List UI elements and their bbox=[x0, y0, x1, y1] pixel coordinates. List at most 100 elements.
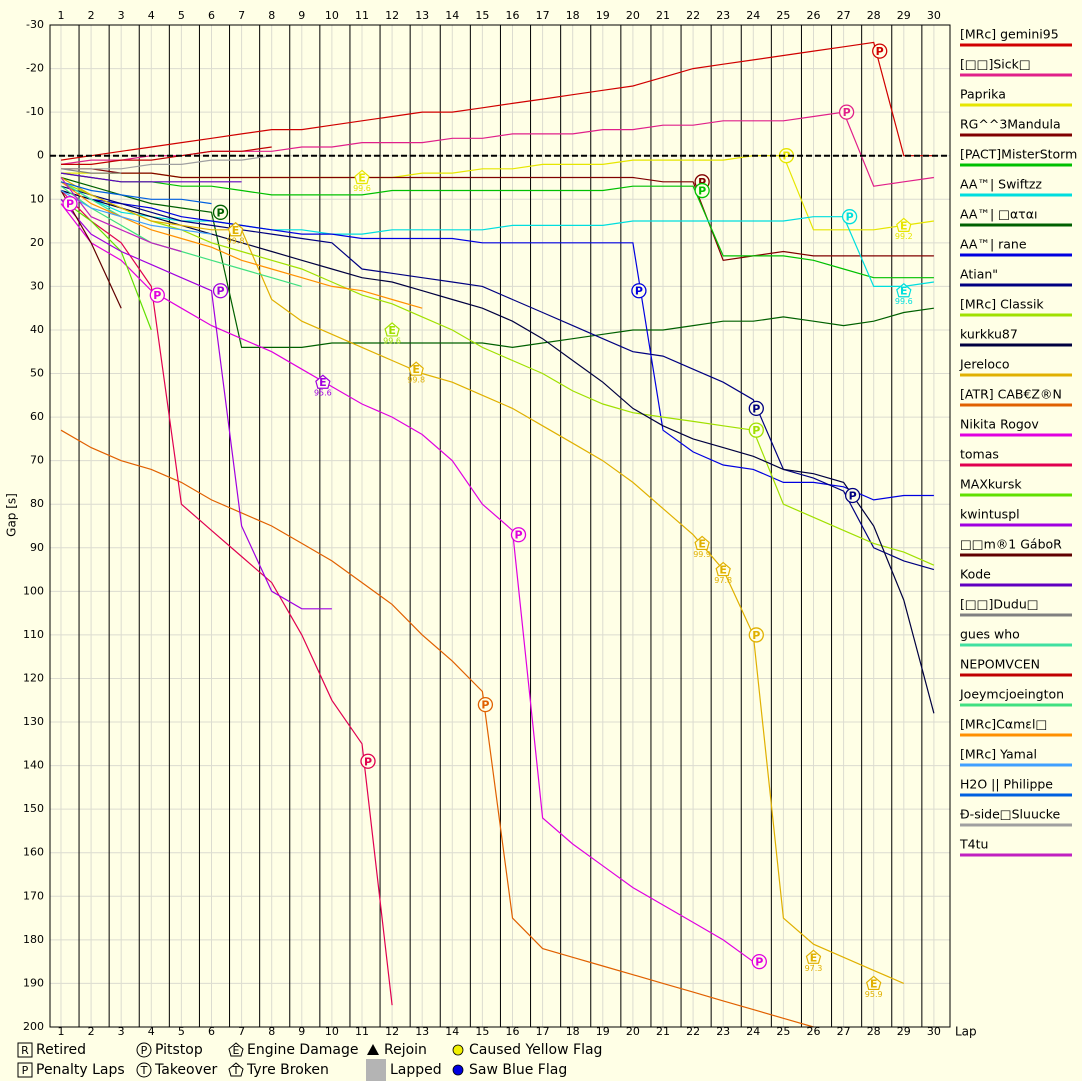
x-tick-label: 15 bbox=[475, 9, 489, 22]
series-line bbox=[61, 146, 272, 165]
event-marker bbox=[354, 169, 370, 185]
legend-label: gues who bbox=[960, 627, 1020, 642]
event-note: 97.8 bbox=[714, 576, 732, 585]
event-symbol: P bbox=[153, 289, 161, 302]
x-tick-label: 22 bbox=[686, 1025, 700, 1038]
x-tick-label: 29 bbox=[897, 9, 911, 22]
key-label: Engine Damage bbox=[247, 1042, 359, 1058]
x-tick-label: 3 bbox=[118, 1025, 125, 1038]
legend-label: AA™| Swiftzz bbox=[960, 177, 1042, 192]
key-symbol bbox=[136, 1042, 152, 1058]
legend-label: [□□]Sick□ bbox=[960, 57, 1031, 72]
y-tick-label: 30 bbox=[30, 279, 44, 292]
key-symbol bbox=[136, 1062, 152, 1078]
x-tick-label: 4 bbox=[148, 9, 155, 22]
event-symbol: P bbox=[782, 150, 790, 163]
key-label: Penalty Laps bbox=[36, 1062, 125, 1078]
event-marker bbox=[360, 753, 376, 769]
event-symbol: P bbox=[481, 699, 489, 712]
x-tick-label: 8 bbox=[268, 9, 275, 22]
x-tick-label: 20 bbox=[626, 9, 640, 22]
event-symbol: P bbox=[698, 176, 706, 189]
event-marker bbox=[748, 627, 764, 643]
x-tick-label: 18 bbox=[566, 1025, 580, 1038]
x-tick-label: 17 bbox=[536, 9, 550, 22]
x-tick-label: 3 bbox=[118, 9, 125, 22]
event-note: 99.2 bbox=[895, 232, 913, 241]
x-tick-label: 11 bbox=[355, 9, 369, 22]
series-line bbox=[60, 181, 935, 566]
x-tick-label: 13 bbox=[415, 1025, 429, 1038]
x-tick-label: 27 bbox=[837, 9, 851, 22]
event-marker bbox=[844, 487, 861, 504]
key-symbol bbox=[17, 1042, 33, 1058]
legend-label: [MRc]Cαmεl□ bbox=[960, 717, 1047, 732]
series-line bbox=[60, 181, 934, 287]
key-symbol-letter: P bbox=[22, 1064, 29, 1077]
key-label: Lapped bbox=[390, 1062, 442, 1078]
series-line bbox=[60, 189, 212, 235]
x-tick-label: 19 bbox=[596, 9, 610, 22]
x-tick-label: 12 bbox=[385, 1025, 399, 1038]
y-tick-label: 90 bbox=[30, 541, 44, 554]
event-marker bbox=[227, 221, 244, 237]
x-tick-label: 25 bbox=[776, 9, 790, 22]
x-tick-label: 13 bbox=[415, 9, 429, 22]
event-note: 99.8 bbox=[227, 236, 245, 245]
x-tick-label: 4 bbox=[148, 1025, 155, 1038]
event-marker bbox=[477, 696, 494, 713]
x-tick-label: 6 bbox=[208, 9, 215, 22]
event-note: 99.6 bbox=[895, 297, 913, 306]
series-line bbox=[60, 172, 242, 183]
y-tick-label: 80 bbox=[30, 497, 44, 510]
event-symbol: E bbox=[900, 285, 908, 298]
x-tick-label: 26 bbox=[806, 1025, 820, 1038]
event-marker bbox=[841, 209, 858, 225]
event-marker bbox=[694, 535, 710, 551]
x-tick-label: 24 bbox=[746, 1025, 760, 1038]
y-tick-label: 100 bbox=[23, 584, 44, 597]
event-marker bbox=[315, 374, 331, 389]
key-symbol bbox=[228, 1042, 244, 1057]
key-label: Tyre Broken bbox=[246, 1062, 329, 1078]
legend-label: □□m®1 GáboR bbox=[960, 537, 1062, 552]
event-marker bbox=[212, 283, 229, 299]
series-line bbox=[60, 181, 212, 205]
x-tick-label: 15 bbox=[475, 1025, 489, 1038]
x-tick-label: 28 bbox=[867, 1025, 881, 1038]
key-symbol bbox=[366, 1059, 386, 1081]
event-marker bbox=[510, 527, 527, 543]
plot-frame bbox=[49, 24, 951, 1028]
legend-label: kwintuspl bbox=[960, 507, 1020, 522]
x-tick-label: 22 bbox=[686, 9, 700, 22]
x-tick-label: 7 bbox=[238, 9, 245, 22]
x-tick-label: 1 bbox=[57, 1025, 64, 1038]
x-tick-label: 10 bbox=[325, 1025, 339, 1038]
legend-label: [ATR] CAB€Z®N bbox=[960, 387, 1062, 402]
event-symbol: E bbox=[870, 977, 878, 990]
y-tick-label: 190 bbox=[23, 976, 44, 989]
legend-label: [□□]Dudu□ bbox=[960, 597, 1039, 612]
event-marker bbox=[805, 949, 822, 964]
event-symbol: P bbox=[216, 206, 224, 219]
x-tick-label: 30 bbox=[927, 1025, 941, 1038]
y-tick-label: 130 bbox=[23, 715, 44, 728]
y-tick-label: 40 bbox=[30, 323, 44, 336]
event-symbol: P bbox=[755, 956, 763, 969]
series-line bbox=[60, 185, 935, 571]
key-label: Caused Yellow Flag bbox=[469, 1042, 602, 1058]
event-marker bbox=[748, 422, 764, 438]
series-line bbox=[60, 189, 935, 714]
y-tick-label: 200 bbox=[23, 1020, 44, 1033]
x-tick-label: 25 bbox=[776, 1025, 790, 1038]
legend-label: [MRc] Yamal bbox=[960, 747, 1037, 762]
event-note: 99.6 bbox=[353, 184, 371, 193]
x-tick-label: 1 bbox=[57, 9, 64, 22]
x-tick-label: 21 bbox=[656, 1025, 670, 1038]
x-tick-label: 17 bbox=[536, 1025, 550, 1038]
event-symbol: P bbox=[216, 285, 224, 298]
event-symbol: E bbox=[698, 537, 706, 550]
key-label: Pitstop bbox=[155, 1042, 203, 1058]
key-label: Rejoin bbox=[384, 1042, 427, 1058]
